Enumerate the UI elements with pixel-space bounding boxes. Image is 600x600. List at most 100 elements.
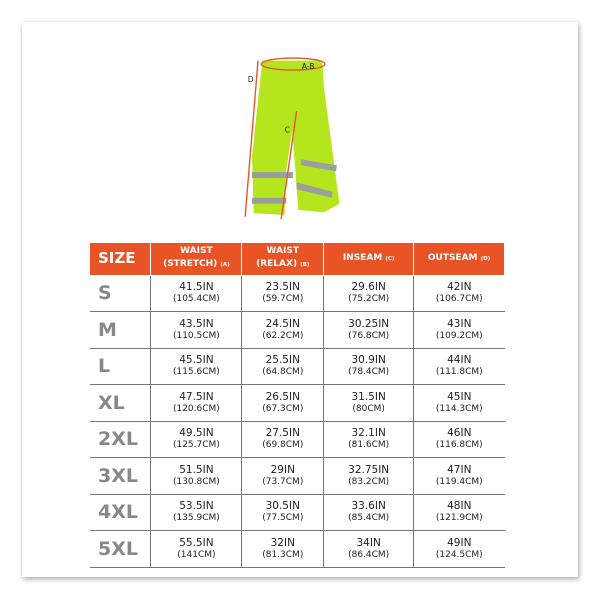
measurement-cell: 29.6IN (75.2CM) <box>323 274 415 312</box>
measurement-cell: 47IN (119.4CM) <box>413 457 505 495</box>
header-waist-relax: WAIST (RELAX) (B) <box>241 243 325 276</box>
cm-value: (64.8CM) <box>262 367 304 378</box>
inches-value: 45.5IN <box>179 354 214 367</box>
measurement-cell: 32.75IN (83.2CM) <box>323 457 415 495</box>
cm-value: (115.6CM) <box>172 367 220 378</box>
inches-value: 53.5IN <box>179 500 214 513</box>
inches-value: 41.5IN <box>179 281 214 294</box>
inches-value: 34IN <box>356 536 381 549</box>
cm-value: (59.7CM) <box>262 294 304 305</box>
measurement-arrows <box>244 57 326 220</box>
cm-value: (77.5CM) <box>262 513 304 524</box>
cm-value: (106.7CM) <box>435 294 483 305</box>
measurement-cell: 55.5IN (141CM) <box>150 530 243 568</box>
measurement-cell: 49IN (124.5CM) <box>413 530 505 568</box>
measurement-cell: 43IN (109.2CM) <box>413 311 505 349</box>
inches-value: 51.5IN <box>179 463 214 476</box>
inches-value: 44IN <box>447 354 472 367</box>
inches-value: 48IN <box>447 500 472 513</box>
reflective-stripes <box>252 159 337 204</box>
measurement-cell: 34IN (86.4CM) <box>323 530 415 568</box>
measurement-cell: 41.5IN (105.4CM) <box>150 274 243 312</box>
inches-value: 30.5IN <box>265 500 300 513</box>
cm-value: (124.5CM) <box>435 549 483 560</box>
header-outseam: OUTSEAM (D) <box>413 243 505 276</box>
pants-measurement-diagram: A-B C D <box>244 57 340 220</box>
measurement-cell: 24.5IN (62.2CM) <box>241 311 325 349</box>
cm-value: (110.5CM) <box>172 330 220 341</box>
waist-label: A-B <box>302 62 315 71</box>
size-label: 5XL <box>90 530 152 568</box>
table-row: 4XL 53.5IN (135.9CM) 30.5IN (77.5CM) 33.6IN (8… <box>90 493 505 531</box>
header-size: SIZE <box>90 243 152 276</box>
size-label: S <box>90 274 152 312</box>
measurement-cell: 42IN (106.7CM) <box>413 274 505 312</box>
size-table: SIZE WAIST (STRETCH) (A) WAIST (RELAX) (B)… <box>90 243 505 568</box>
measurement-cell: 45.5IN (115.6CM) <box>150 347 243 385</box>
cm-value: (76.8CM) <box>348 330 390 341</box>
measurement-cell: 26.5IN (67.3CM) <box>241 384 325 422</box>
measurement-cell: 23.5IN (59.7CM) <box>241 274 325 312</box>
measurement-cell: 45IN (114.3CM) <box>413 384 505 422</box>
cm-value: (130.8CM) <box>172 476 220 487</box>
cm-value: (109.2CM) <box>435 330 483 341</box>
table-row: XL 47.5IN (120.6CM) 26.5IN (67.3CM) 31.5IN (80… <box>90 384 505 422</box>
inches-value: 46IN <box>447 427 472 440</box>
cm-value: (119.4CM) <box>435 476 483 487</box>
header-waist-stretch: WAIST (STRETCH) (A) <box>150 243 243 276</box>
inches-value: 49.5IN <box>179 427 214 440</box>
measurement-cell: 43.5IN (110.5CM) <box>150 311 243 349</box>
measurement-cell: 25.5IN (64.8CM) <box>241 347 325 385</box>
inches-value: 24.5IN <box>265 317 300 330</box>
measurement-cell: 27.5IN (69.8CM) <box>241 420 325 458</box>
inches-value: 32IN <box>270 536 295 549</box>
cm-value: (80CM) <box>352 403 385 414</box>
measurement-cell: 32.1IN (81.6CM) <box>323 420 415 458</box>
measurement-cell: 51.5IN (130.8CM) <box>150 457 243 495</box>
table-row: L 45.5IN (115.6CM) 25.5IN (64.8CM) 30.9IN (78.… <box>90 347 505 385</box>
inches-value: 26.5IN <box>265 390 300 403</box>
inches-value: 49IN <box>447 536 472 549</box>
cm-value: (69.8CM) <box>262 440 304 451</box>
table-row: S 41.5IN (105.4CM) 23.5IN (59.7CM) 29.6IN (75.… <box>90 274 505 312</box>
outseam-label: D <box>248 75 254 84</box>
size-label: 2XL <box>90 420 152 458</box>
cm-value: (121.9CM) <box>435 513 483 524</box>
inches-value: 43IN <box>447 317 472 330</box>
inches-value: 32.75IN <box>348 463 390 476</box>
table-row: 2XL 49.5IN (125.7CM) 27.5IN (69.8CM) 32.1IN (8… <box>90 420 505 458</box>
inches-value: 29IN <box>270 463 295 476</box>
inches-value: 30.25IN <box>348 317 390 330</box>
measurement-cell: 47.5IN (120.6CM) <box>150 384 243 422</box>
cm-value: (141CM) <box>177 549 216 560</box>
cm-value: (73.7CM) <box>262 476 304 487</box>
size-label: M <box>90 311 152 349</box>
inches-value: 47IN <box>447 463 472 476</box>
measurement-cell: 33.6IN (85.4CM) <box>323 493 415 531</box>
cm-value: (105.4CM) <box>172 294 220 305</box>
measurement-cell: 48IN (121.9CM) <box>413 493 505 531</box>
inches-value: 29.6IN <box>351 281 386 294</box>
measurement-cell: 44IN (111.8CM) <box>413 347 505 385</box>
inches-value: 27.5IN <box>265 427 300 440</box>
cm-value: (116.8CM) <box>435 440 483 451</box>
measurement-cell: 31.5IN (80CM) <box>323 384 415 422</box>
cm-value: (86.4CM) <box>348 549 390 560</box>
inches-value: 23.5IN <box>265 281 300 294</box>
size-label: XL <box>90 384 152 422</box>
inches-value: 30.9IN <box>351 354 386 367</box>
inches-value: 42IN <box>447 281 472 294</box>
inches-value: 32.1IN <box>351 427 386 440</box>
cm-value: (81.6CM) <box>348 440 390 451</box>
cm-value: (67.3CM) <box>262 403 304 414</box>
inches-value: 43.5IN <box>179 317 214 330</box>
measurement-cell: 49.5IN (125.7CM) <box>150 420 243 458</box>
inches-value: 33.6IN <box>351 500 386 513</box>
inches-value: 47.5IN <box>179 390 214 403</box>
cm-value: (125.7CM) <box>172 440 220 451</box>
header-inseam: INSEAM (C) <box>323 243 415 276</box>
table-row: 5XL 55.5IN (141CM) 32IN (81.3CM) 34IN (86.4CM)… <box>90 530 505 568</box>
measurement-cell: 32IN (81.3CM) <box>241 530 325 568</box>
cm-value: (62.2CM) <box>262 330 304 341</box>
measurement-cell: 30.25IN (76.8CM) <box>323 311 415 349</box>
